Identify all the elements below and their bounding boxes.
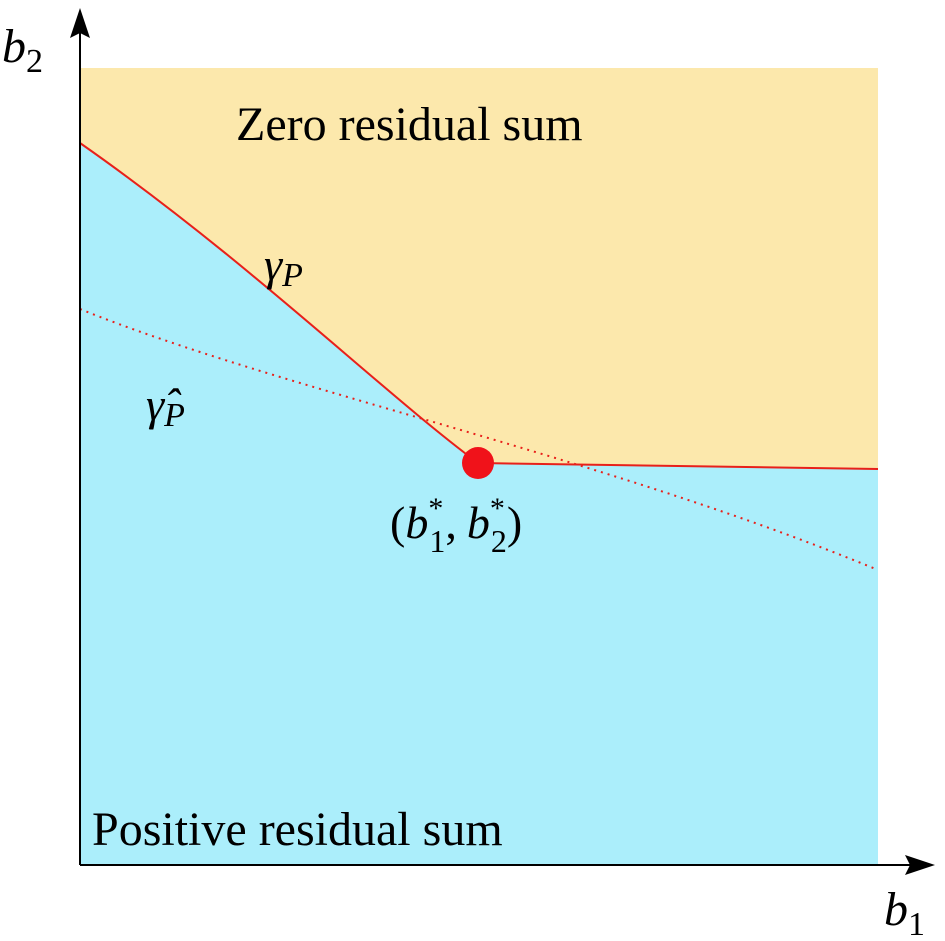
x-axis-arrow-icon [905, 855, 935, 875]
x-axis-label: b1 [884, 883, 925, 941]
gamma-p-label: γP [264, 239, 303, 294]
y-axis-arrow-icon [70, 8, 90, 38]
optimal-point-label: (b* 1, b* 2) [390, 492, 522, 559]
gamma-p-curve [79, 142, 879, 470]
zero-residual-label: Zero residual sum [236, 98, 583, 151]
positive-residual-label: Positive residual sum [92, 803, 503, 856]
optimal-point-marker [462, 447, 494, 479]
gamma-hat-p-label: γ̂P [146, 379, 185, 434]
gamma-hat-p-curve [79, 308, 879, 571]
y-axis-label: b2 [2, 20, 43, 80]
positive-residual-region [80, 143, 878, 865]
